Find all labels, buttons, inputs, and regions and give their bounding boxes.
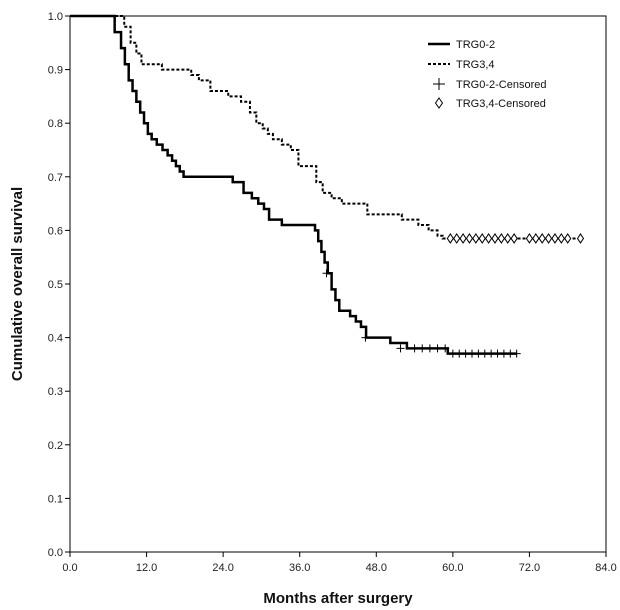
censor-mark-plus <box>433 344 442 353</box>
x-tick-label: 12.0 <box>136 562 157 574</box>
censor-mark-plus <box>425 344 434 353</box>
y-tick-label: 0.9 <box>48 65 63 77</box>
censor-mark-diamond <box>564 233 572 244</box>
x-tick-label: 48.0 <box>366 562 387 574</box>
censor-mark-plus <box>322 269 331 278</box>
censor-mark-plus <box>361 333 370 342</box>
legend-diamond-icon <box>434 97 444 109</box>
x-tick-label: 0.0 <box>62 562 77 574</box>
censor-mark-diamond <box>484 233 493 244</box>
diamond-icon <box>434 97 444 109</box>
censor-mark-plus <box>410 344 419 353</box>
censor-mark-diamond <box>551 233 559 244</box>
y-tick-label: 0.3 <box>48 386 63 398</box>
censor-mark-plus <box>418 344 427 353</box>
x-tick-label: 72.0 <box>519 562 540 574</box>
censor-mark-plus <box>512 349 521 358</box>
censor-mark-diamond <box>532 233 540 244</box>
censor-mark-diamond <box>557 233 565 244</box>
censor-mark-diamond <box>459 233 467 244</box>
censor-mark-diamond <box>465 233 474 244</box>
censor-marks-layer <box>322 233 585 358</box>
censor-mark-diamond <box>472 233 480 244</box>
censor-mark-diamond <box>504 233 512 244</box>
legend-label-trg3-4: TRG3,4 <box>456 59 495 71</box>
y-tick-label: 0.0 <box>48 547 63 559</box>
x-tick-label: 24.0 <box>212 562 233 574</box>
x-tick-label: 60.0 <box>442 562 463 574</box>
censor-mark-diamond <box>525 233 534 244</box>
axes: 0.0 12.0 24.0 36.0 48.0 60.0 72.0 84.0 0.0 0.1 0.2… <box>48 11 617 574</box>
y-tick-label: 0.8 <box>48 118 63 130</box>
censor-mark-plus <box>396 344 405 353</box>
x-tick-label: 36.0 <box>289 562 310 574</box>
censor-mark-diamond <box>510 233 518 244</box>
plot-area-frame <box>69 15 607 553</box>
censor-mark-diamond <box>544 233 553 244</box>
censor-mark-diamond <box>453 233 461 244</box>
y-tick-label: 0.4 <box>48 333 63 345</box>
censor-mark-diamond <box>478 233 486 244</box>
censor-mark-diamond <box>576 233 585 244</box>
y-tick-label: 0.6 <box>48 225 63 237</box>
y-tick-label: 0.5 <box>48 279 63 291</box>
legend-label-trg0-2: TRG0-2 <box>456 39 495 51</box>
x-tick-label: 84.0 <box>595 562 616 574</box>
y-tick-label: 0.7 <box>48 172 63 184</box>
y-tick-label: 0.2 <box>48 440 63 452</box>
y-tick-label: 0.1 <box>48 493 63 505</box>
censor-mark-plus <box>441 344 450 353</box>
series-line-trg3-4 <box>70 15 581 240</box>
censor-mark-diamond <box>446 233 454 244</box>
x-axis-title: Months after surgery <box>263 590 413 607</box>
censor-mark-diamond <box>538 233 546 244</box>
series-layer <box>70 14 581 355</box>
y-tick-label: 1.0 <box>48 11 63 23</box>
legend-label-trg3-4-censored: TRG3,4-Censored <box>456 98 546 110</box>
legend: TRG0-2 TRG3,4 TRG0-2-Censored TRG3,4-Cen… <box>428 39 546 110</box>
censor-mark-diamond <box>491 233 499 244</box>
legend-label-trg0-2-censored: TRG0-2-Censored <box>456 79 546 91</box>
legend-plus-icon <box>433 78 445 90</box>
plus-icon <box>433 78 445 90</box>
censor-mark-diamond <box>497 233 505 244</box>
y-axis-title: Cumulative overall survival <box>9 187 26 381</box>
series-line-trg0-2 <box>70 14 517 355</box>
